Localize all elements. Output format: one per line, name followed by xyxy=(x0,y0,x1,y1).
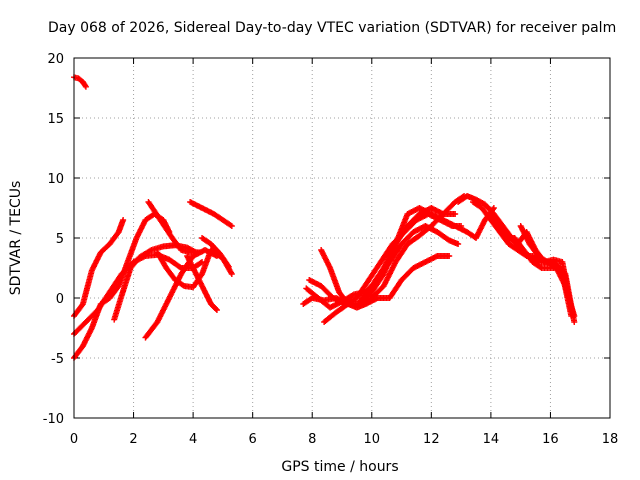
series-s9 xyxy=(184,253,220,313)
data-point xyxy=(228,223,235,229)
data-point xyxy=(537,264,544,271)
series-s2 xyxy=(71,217,127,319)
x-axis-label: GPS time / hours xyxy=(281,459,398,475)
x-tick-label: 12 xyxy=(423,432,440,447)
data-point xyxy=(82,83,89,90)
data-point xyxy=(197,259,204,266)
series-s10 xyxy=(187,199,235,229)
data-point xyxy=(446,253,453,259)
series-s15 xyxy=(318,247,453,311)
x-tick-label: 6 xyxy=(249,432,257,447)
plot-frame xyxy=(73,57,611,419)
x-tick-label: 18 xyxy=(602,432,619,447)
data-point xyxy=(543,258,550,265)
data-point xyxy=(225,263,232,270)
data-point xyxy=(82,82,89,89)
data-point xyxy=(199,259,206,265)
x-tick-label: 14 xyxy=(483,432,500,447)
x-tick-label: 4 xyxy=(189,432,197,447)
tick-labels: 0 2 4 6 8 10 12 14 16 18 -10 -5 0 5 10 15 20 xyxy=(43,52,619,447)
y-tick-label: 15 xyxy=(47,112,64,127)
data-point xyxy=(79,302,86,309)
y-tick-label: 5 xyxy=(56,232,64,247)
data-point xyxy=(228,271,235,277)
series-s19 xyxy=(470,199,575,313)
y-tick-label: 20 xyxy=(47,52,64,67)
data-point xyxy=(213,307,220,313)
series-s11 xyxy=(199,235,232,270)
data-point xyxy=(571,319,578,325)
x-tick-label: 8 xyxy=(308,432,316,447)
series-s18 xyxy=(455,193,578,319)
data-point xyxy=(179,282,186,289)
y-axis-label: SDTVAR / TECUs xyxy=(8,181,24,296)
data-point xyxy=(227,222,234,229)
y-tick-label: 10 xyxy=(47,172,64,187)
x-tick-label: 2 xyxy=(129,432,137,447)
y-tick-label: -5 xyxy=(51,352,64,367)
data-points xyxy=(71,74,578,361)
series-s22 xyxy=(517,223,578,325)
data-point xyxy=(455,241,462,247)
series-s17 xyxy=(356,205,459,305)
data-point xyxy=(452,211,459,217)
x-tick-label: 0 xyxy=(70,432,78,447)
y-tick-label: 0 xyxy=(56,292,64,307)
data-point xyxy=(120,217,127,223)
x-tick-label: 16 xyxy=(542,432,559,447)
x-tick-label: 10 xyxy=(364,432,381,447)
chart-title: Day 068 of 2026, Sidereal Day-to-day VTE… xyxy=(48,20,616,36)
data-point xyxy=(212,306,219,312)
y-tick-label: -10 xyxy=(43,412,64,427)
